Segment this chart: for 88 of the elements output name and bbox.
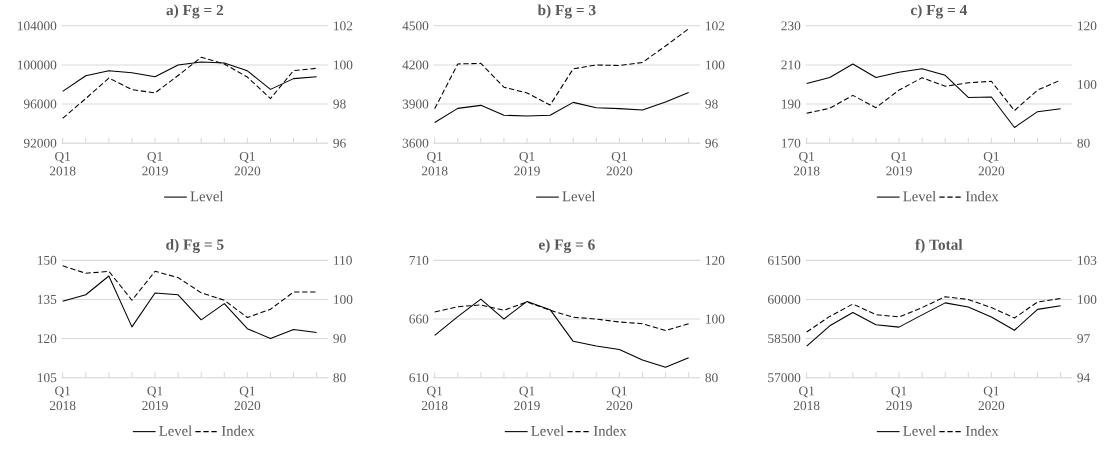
y2-tick-label: 94 bbox=[1077, 373, 1091, 383]
x-tick-label: Q1 2018 bbox=[49, 151, 76, 176]
x-tick-label: Q1 2018 bbox=[793, 151, 820, 176]
y2-tick-label: 120 bbox=[706, 255, 725, 265]
y2-tick-label: 102 bbox=[706, 21, 725, 31]
legend-label: Index bbox=[965, 425, 999, 436]
y-tick-label: 135 bbox=[37, 294, 57, 304]
x-tick-label: Q1 2018 bbox=[793, 386, 820, 411]
y2-tick-label: 100 bbox=[706, 60, 725, 70]
y2-tick-label: 102 bbox=[334, 21, 353, 31]
line-series bbox=[62, 275, 318, 340]
x-tick-label: Q1 2019 bbox=[886, 386, 912, 411]
y2-tick-label: 110 bbox=[334, 255, 352, 265]
y-tick-label: 4200 bbox=[402, 60, 429, 70]
y2-tick-label: 98 bbox=[333, 99, 346, 109]
line-series bbox=[62, 56, 318, 119]
y-tick-label: 610 bbox=[409, 373, 429, 383]
y-tick-label: 120 bbox=[37, 334, 57, 344]
line-series bbox=[434, 28, 690, 110]
legend-label: Level bbox=[190, 191, 224, 202]
x-tick-label: Q1 2018 bbox=[421, 151, 448, 176]
x-tick-label: Q1 2019 bbox=[514, 386, 540, 411]
y-tick-label: 92000 bbox=[23, 138, 57, 148]
x-tick-label: Q1 2019 bbox=[142, 386, 168, 411]
y-tick-label: 170 bbox=[781, 138, 801, 148]
chart-title: f) Total bbox=[915, 238, 963, 253]
y-tick-label: 660 bbox=[409, 314, 429, 324]
y2-tick-label: 80 bbox=[705, 373, 718, 383]
line-series bbox=[806, 63, 1062, 129]
x-tick-label: Q1 2019 bbox=[514, 151, 540, 176]
line-series bbox=[806, 296, 1062, 333]
y-tick-label: 3900 bbox=[402, 99, 429, 109]
y2-tick-label: 96 bbox=[705, 138, 718, 148]
x-tick-label: Q1 2020 bbox=[234, 386, 261, 411]
chart-title: e) Fg = 6 bbox=[538, 238, 595, 253]
y-tick-label: 150 bbox=[37, 255, 57, 265]
y-tick-label: 230 bbox=[781, 21, 801, 31]
y-tick-label: 57000 bbox=[768, 373, 801, 383]
y2-tick-label: 100 bbox=[1078, 79, 1097, 89]
chart-title: b) Fg = 3 bbox=[537, 4, 596, 19]
x-tick-label: Q1 2020 bbox=[606, 386, 633, 411]
x-tick-label: Q1 2019 bbox=[886, 151, 912, 176]
y-tick-label: 58500 bbox=[768, 334, 801, 344]
y2-tick-label: 120 bbox=[1078, 21, 1097, 31]
legend-label: Index bbox=[221, 425, 255, 436]
chart-title: c) Fg = 4 bbox=[910, 4, 967, 19]
legend-label: Level bbox=[562, 191, 596, 202]
y-tick-label: 190 bbox=[781, 99, 801, 109]
y-tick-label: 100000 bbox=[17, 60, 57, 70]
y2-tick-label: 100 bbox=[706, 314, 725, 324]
y-tick-label: 3600 bbox=[402, 138, 429, 148]
x-tick-label: Q1 2020 bbox=[978, 386, 1005, 411]
x-tick-label: Q1 2020 bbox=[606, 151, 633, 176]
y2-tick-label: 100 bbox=[1078, 294, 1097, 304]
y-tick-label: 61500 bbox=[768, 255, 801, 265]
y-tick-label: 710 bbox=[409, 255, 429, 265]
line-series bbox=[434, 298, 690, 368]
y2-tick-label: 80 bbox=[1077, 138, 1090, 148]
y-tick-label: 60000 bbox=[768, 294, 801, 304]
y2-tick-label: 96 bbox=[333, 138, 346, 148]
y2-tick-label: 80 bbox=[333, 373, 346, 383]
y2-tick-label: 97 bbox=[1077, 334, 1090, 344]
x-tick-label: Q1 2018 bbox=[49, 386, 76, 411]
y-tick-label: 104000 bbox=[17, 21, 57, 31]
y2-tick-label: 100 bbox=[334, 60, 353, 70]
legend-label: Index bbox=[593, 425, 627, 436]
x-tick-label: Q1 2018 bbox=[421, 386, 448, 411]
x-tick-label: Q1 2020 bbox=[234, 151, 261, 176]
legend-label: Level bbox=[531, 425, 564, 436]
x-tick-label: Q1 2019 bbox=[142, 151, 168, 176]
line-series bbox=[434, 92, 690, 123]
y-tick-label: 105 bbox=[37, 373, 57, 383]
legend-label: Level bbox=[903, 191, 936, 202]
y2-tick-label: 103 bbox=[1078, 255, 1097, 265]
legend-label: Level bbox=[903, 425, 936, 436]
y2-tick-label: 100 bbox=[334, 294, 353, 304]
x-tick-label: Q1 2020 bbox=[978, 151, 1005, 176]
chart-title: a) Fg = 2 bbox=[166, 4, 224, 19]
line-series bbox=[806, 302, 1062, 347]
y-tick-label: 210 bbox=[781, 60, 801, 70]
y-tick-label: 96000 bbox=[23, 99, 57, 109]
chart-title: d) Fg = 5 bbox=[166, 238, 224, 253]
y2-tick-label: 90 bbox=[333, 334, 346, 344]
legend-label: Index bbox=[965, 191, 999, 202]
legend-label: Level bbox=[159, 425, 192, 436]
line-series bbox=[62, 265, 318, 318]
y2-tick-label: 98 bbox=[705, 99, 718, 109]
y-tick-label: 4500 bbox=[402, 21, 429, 31]
